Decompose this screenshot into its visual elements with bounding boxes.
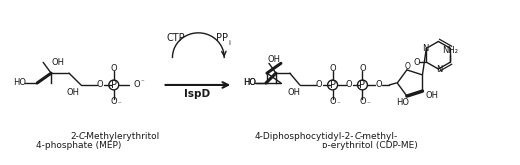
Text: ⁻: ⁻	[337, 102, 341, 108]
Text: 4-Diphosphocytidyl-2-: 4-Diphosphocytidyl-2-	[255, 132, 355, 141]
Text: CTP: CTP	[166, 33, 185, 43]
Text: O: O	[413, 58, 420, 67]
Text: C: C	[355, 132, 361, 141]
Text: ⁻: ⁻	[141, 79, 145, 85]
Text: ⁻: ⁻	[118, 102, 122, 108]
Text: O: O	[405, 62, 411, 71]
Text: 4-phosphate (MEP): 4-phosphate (MEP)	[36, 141, 122, 150]
Text: HO: HO	[243, 79, 256, 87]
Text: PP: PP	[216, 33, 228, 43]
Text: -methyl-: -methyl-	[359, 132, 398, 141]
Text: O: O	[110, 64, 117, 73]
Text: O: O	[134, 81, 140, 89]
Text: HO: HO	[396, 99, 409, 107]
Text: P: P	[330, 80, 335, 90]
Text: -Methylerythritol: -Methylerythritol	[84, 132, 160, 141]
Text: O: O	[375, 81, 382, 89]
Text: O: O	[359, 64, 366, 73]
Text: P: P	[111, 80, 117, 90]
Text: O: O	[329, 97, 336, 106]
Text: OH: OH	[51, 58, 64, 67]
Text: NH₂: NH₂	[443, 46, 459, 55]
Text: N: N	[422, 44, 428, 53]
Text: OH: OH	[267, 55, 280, 64]
Text: O: O	[315, 81, 322, 89]
Text: OH: OH	[67, 88, 80, 97]
Text: i: i	[228, 40, 230, 46]
Text: HO: HO	[14, 79, 27, 87]
Text: N: N	[436, 65, 443, 73]
Text: OH: OH	[288, 88, 301, 97]
Text: O: O	[110, 97, 117, 106]
Text: C: C	[79, 132, 85, 141]
Text: ⁻: ⁻	[367, 102, 370, 108]
Text: O: O	[97, 81, 103, 89]
Text: O: O	[329, 64, 336, 73]
Text: HO: HO	[243, 79, 256, 87]
Text: OH: OH	[426, 91, 439, 99]
Text: ᴅ-erythritol (CDP-ME): ᴅ-erythritol (CDP-ME)	[321, 141, 417, 150]
Text: IspD: IspD	[184, 89, 211, 99]
Text: O: O	[359, 97, 366, 106]
Text: O: O	[345, 81, 352, 89]
Text: P: P	[359, 80, 366, 90]
Text: 2-: 2-	[70, 132, 79, 141]
